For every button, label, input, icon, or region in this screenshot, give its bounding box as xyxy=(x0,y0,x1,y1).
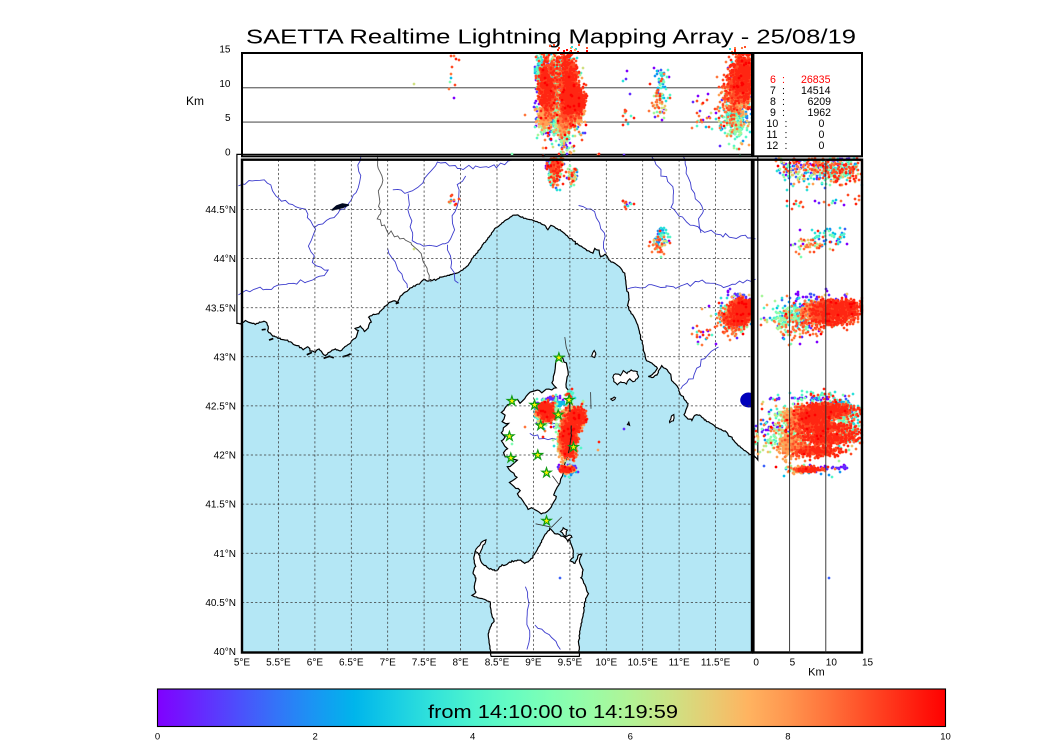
svg-text:10°E: 10°E xyxy=(595,657,617,668)
svg-text:26835: 26835 xyxy=(801,74,831,86)
svg-text:10.5°E: 10.5°E xyxy=(628,657,658,668)
svg-text:SAETTA Realtime Lightning Mapp: SAETTA Realtime Lightning Mapping Array … xyxy=(246,26,856,49)
svg-text:40.5°N: 40.5°N xyxy=(205,598,236,609)
svg-text:8: 8 xyxy=(785,732,790,743)
svg-text:12: 12 xyxy=(767,140,779,152)
svg-text:6209: 6209 xyxy=(808,96,832,108)
svg-text:7: 7 xyxy=(770,85,776,97)
svg-text:10: 10 xyxy=(219,79,231,90)
svg-text:0: 0 xyxy=(819,118,825,130)
svg-text:43°N: 43°N xyxy=(214,352,236,363)
svg-text:5: 5 xyxy=(790,657,796,668)
svg-text:11: 11 xyxy=(767,129,778,141)
svg-text:6.5°E: 6.5°E xyxy=(339,657,364,668)
svg-text:5: 5 xyxy=(225,113,231,124)
svg-text:11.5°E: 11.5°E xyxy=(701,657,731,668)
svg-text:42.5°N: 42.5°N xyxy=(205,402,236,413)
svg-text:8.5°E: 8.5°E xyxy=(485,657,510,668)
svg-text:8°E: 8°E xyxy=(452,657,469,668)
svg-text:4: 4 xyxy=(470,732,475,743)
svg-text:9°E: 9°E xyxy=(525,657,542,668)
svg-text:Km: Km xyxy=(808,667,825,679)
svg-text:5.5°E: 5.5°E xyxy=(266,657,291,668)
svg-text:10: 10 xyxy=(767,118,779,130)
svg-text:9: 9 xyxy=(770,107,776,119)
svg-text:1962: 1962 xyxy=(808,107,832,119)
svg-text:9.5°E: 9.5°E xyxy=(558,657,583,668)
svg-text:6: 6 xyxy=(770,74,776,86)
svg-text:41.5°N: 41.5°N xyxy=(205,500,236,511)
svg-text::: : xyxy=(782,96,785,108)
svg-text:7°E: 7°E xyxy=(380,657,397,668)
svg-text:11°E: 11°E xyxy=(669,657,690,668)
svg-text:0: 0 xyxy=(819,140,825,152)
svg-text::: : xyxy=(782,85,785,97)
svg-text:40°N: 40°N xyxy=(214,647,236,658)
svg-text:0: 0 xyxy=(753,657,759,668)
svg-text:44°N: 44°N xyxy=(214,254,236,265)
svg-text::: : xyxy=(782,74,785,86)
svg-text:44.5°N: 44.5°N xyxy=(205,205,236,216)
svg-text:10: 10 xyxy=(940,732,951,743)
svg-text:15: 15 xyxy=(862,657,874,668)
svg-text:42°N: 42°N xyxy=(214,451,236,462)
svg-text:41°N: 41°N xyxy=(214,549,236,560)
svg-text:0: 0 xyxy=(819,129,825,141)
svg-text:0: 0 xyxy=(155,732,160,743)
svg-text:0: 0 xyxy=(225,148,231,159)
svg-text:from 14:10:00 to 14:19:59: from 14:10:00 to 14:19:59 xyxy=(428,702,678,722)
svg-text::: : xyxy=(785,129,788,141)
svg-text:7.5°E: 7.5°E xyxy=(412,657,437,668)
svg-text:14514: 14514 xyxy=(801,85,831,97)
svg-text:6: 6 xyxy=(628,732,633,743)
svg-text:Km: Km xyxy=(186,94,204,108)
svg-text:8: 8 xyxy=(770,96,776,108)
svg-text::: : xyxy=(782,107,785,119)
svg-text:2: 2 xyxy=(312,732,317,743)
svg-text::: : xyxy=(785,118,788,130)
svg-text::: : xyxy=(785,140,788,152)
svg-text:15: 15 xyxy=(219,45,231,56)
svg-text:10: 10 xyxy=(826,657,838,668)
svg-text:5°E: 5°E xyxy=(234,657,251,668)
svg-text:43.5°N: 43.5°N xyxy=(205,303,236,314)
svg-text:6°E: 6°E xyxy=(307,657,324,668)
